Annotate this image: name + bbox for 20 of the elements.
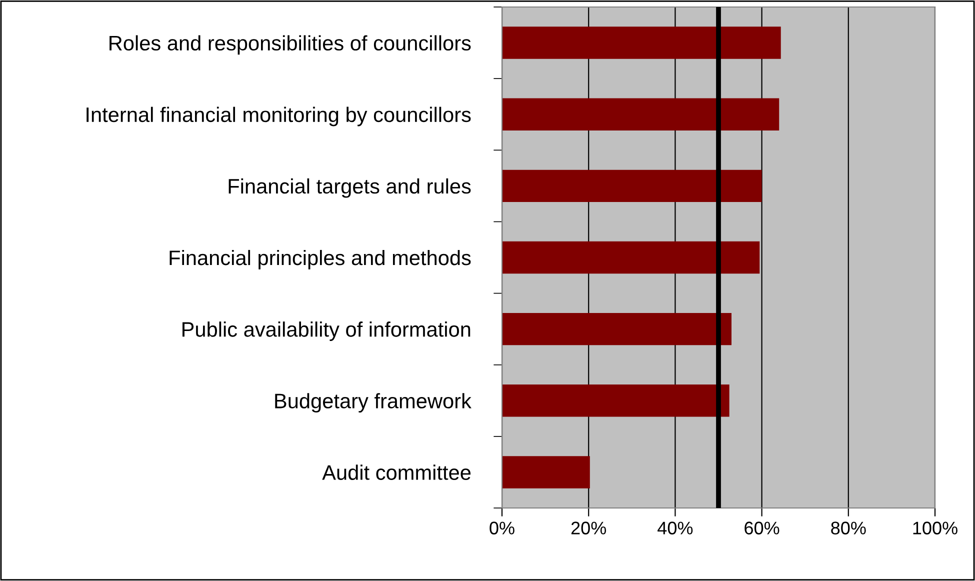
x-tick-label: 80% — [831, 522, 866, 534]
y-tick-label: Financial targets and rules — [228, 178, 471, 198]
x-tick-label: 20% — [571, 522, 606, 534]
y-tick-label: Audit committee — [322, 464, 471, 480]
bar — [502, 241, 760, 274]
bar — [502, 98, 780, 130]
y-tick-label: Financial principles and methods — [170, 250, 471, 270]
bar — [502, 26, 781, 59]
y-tick-label: Roles and responsibilities of councillors — [110, 35, 471, 55]
bar — [502, 312, 732, 346]
x-tick-label: 60% — [744, 522, 780, 534]
y-tick-label: Public availability of information — [182, 322, 470, 341]
x-tick-label: 100% — [913, 522, 958, 534]
y-tick-label: Internal financial monitoring by councillors — [86, 106, 471, 126]
y-tick-label: Budgetary framework — [275, 393, 472, 413]
bar — [502, 170, 762, 202]
x-tick-label: 0% — [490, 522, 514, 534]
bar — [502, 384, 730, 417]
bar — [502, 456, 590, 488]
x-tick-label: 40% — [658, 522, 693, 534]
